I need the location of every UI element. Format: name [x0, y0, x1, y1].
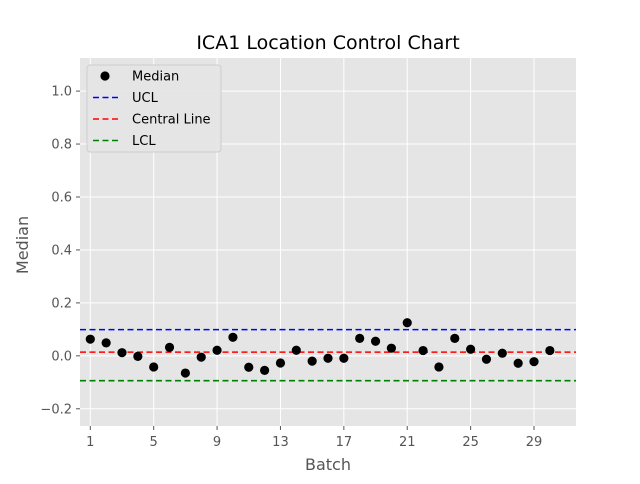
median-point	[101, 338, 111, 348]
median-point	[545, 345, 555, 356]
median-point	[355, 333, 365, 343]
median-point	[386, 343, 396, 353]
median-point	[529, 357, 539, 367]
y-tick-label: 0.0	[51, 349, 72, 364]
legend-label: UCL	[132, 91, 159, 106]
y-axis-label: Median	[13, 216, 32, 274]
median-point	[133, 351, 143, 361]
median-point	[85, 334, 95, 344]
y-tick-label: 0.4	[51, 243, 72, 258]
legend-box	[86, 64, 222, 153]
y-tick-label: −0.2	[40, 402, 72, 417]
median-point	[180, 368, 190, 378]
legend-label: Central Line	[132, 113, 211, 128]
median-point	[323, 353, 333, 363]
median-point	[418, 345, 428, 356]
median-point	[291, 345, 301, 355]
x-axis-label: Batch	[305, 455, 351, 474]
y-tick-label: 0.8	[51, 138, 72, 153]
x-tick-label: 5	[150, 435, 158, 450]
y-tick-label: 0.2	[51, 296, 72, 311]
median-point	[164, 342, 175, 352]
y-tick-label: 1.0	[51, 85, 72, 100]
legend-label: Median	[132, 70, 179, 85]
median-point	[450, 333, 460, 343]
x-tick-label: 21	[399, 435, 416, 450]
y-tick-label: 0.6	[51, 190, 72, 205]
x-tick-label: 1	[86, 435, 94, 450]
legend-label: LCL	[132, 134, 156, 149]
legend-marker-median	[100, 71, 110, 81]
median-point	[244, 362, 254, 372]
median-point	[228, 332, 238, 342]
x-tick-label: 17	[336, 435, 353, 450]
median-point	[275, 358, 286, 368]
x-tick-label: 9	[213, 435, 221, 450]
x-tick-label: 29	[526, 435, 543, 450]
median-point	[513, 358, 523, 368]
median-point	[370, 336, 381, 346]
chart-title: ICA1 Location Control Chart	[196, 32, 459, 54]
x-tick-label: 25	[462, 435, 479, 450]
median-point	[497, 348, 507, 358]
median-point	[307, 356, 317, 366]
x-tick-label: 13	[272, 435, 289, 450]
median-point	[402, 318, 412, 328]
median-point	[481, 354, 492, 364]
median-point	[117, 348, 127, 358]
median-point	[434, 362, 444, 372]
median-point	[466, 344, 476, 354]
median-point	[260, 365, 270, 376]
median-point	[212, 345, 222, 355]
median-point	[339, 353, 349, 363]
plot-area: 1 5 9 13 17 21 25 29 −0.2 0.0 0.2 0.4 0.6 0.8 1.0 Media…	[40, 58, 576, 450]
median-point	[149, 362, 159, 372]
median-point	[196, 352, 206, 362]
